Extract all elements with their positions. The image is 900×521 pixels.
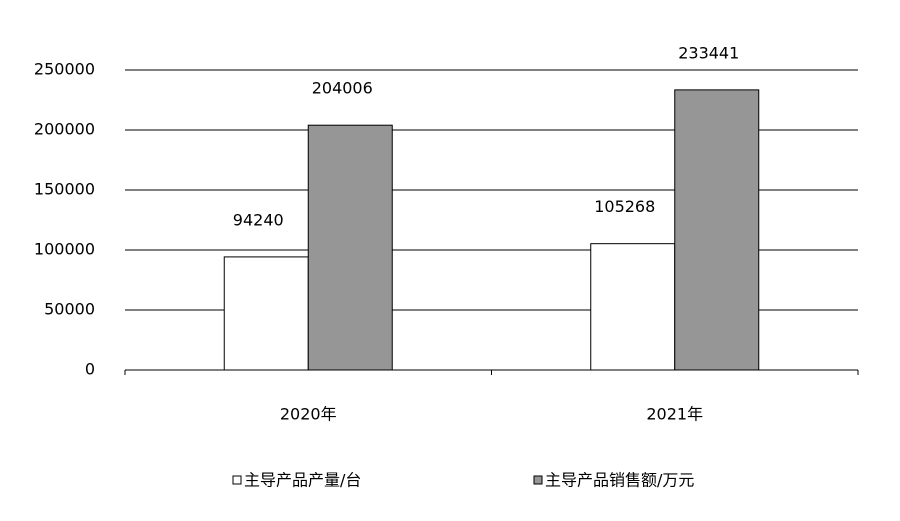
y-tick-label: 0 [85, 360, 95, 379]
data-label: 105268 [594, 197, 655, 216]
y-tick-label: 250000 [34, 60, 95, 79]
legend-label: 主导产品产量/台 [244, 471, 361, 490]
legend-swatch [232, 475, 242, 485]
bar [307, 124, 393, 371]
y-tick-label: 200000 [34, 120, 95, 139]
x-tick-label: 2020年 [280, 405, 337, 424]
x-tick-label: 2021年 [646, 405, 703, 424]
bar [590, 243, 676, 371]
legend-label: 主导产品销售额/万元 [545, 471, 694, 490]
bar [674, 89, 760, 371]
data-label: 233441 [678, 43, 739, 62]
data-label: 204006 [312, 79, 373, 98]
y-tick-label: 100000 [34, 240, 95, 259]
bar [223, 256, 309, 371]
legend-swatch [533, 475, 543, 485]
data-label: 94240 [233, 210, 284, 229]
y-tick-label: 150000 [34, 180, 95, 199]
y-tick-label: 50000 [44, 300, 95, 319]
